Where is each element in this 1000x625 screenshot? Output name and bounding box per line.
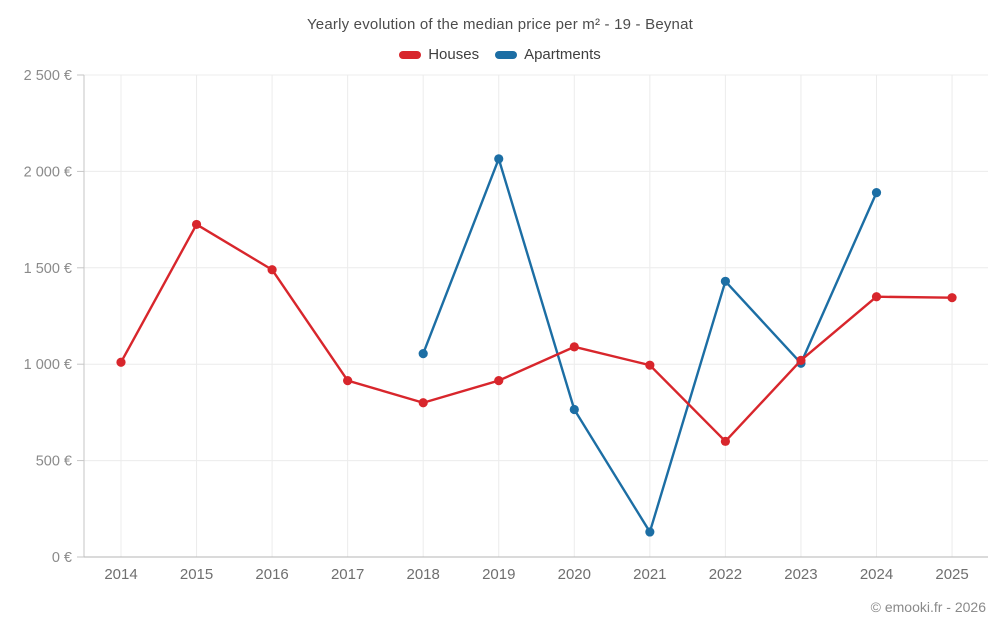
houses-legend-label: Houses [428, 46, 480, 63]
y-axis-label: 500 € [36, 454, 72, 470]
legend-item-apartments[interactable]: Apartments [495, 46, 601, 63]
x-axis-label: 2016 [255, 566, 288, 583]
houses-data-point[interactable] [116, 357, 126, 367]
houses-data-point[interactable] [191, 219, 202, 230]
copyright-note: © emooki.fr - 2026 [870, 599, 986, 615]
houses-data-point[interactable] [720, 436, 731, 446]
apartments-legend-swatch [495, 50, 518, 59]
houses-data-point[interactable] [796, 355, 806, 365]
houses-data-point[interactable] [418, 398, 428, 408]
x-axis-label: 2015 [180, 566, 213, 583]
chart-title: Yearly evolution of the median price per… [306, 16, 694, 33]
houses-legend-swatch [399, 50, 422, 59]
x-axis-label: 2021 [633, 566, 666, 583]
houses-data-point[interactable] [645, 360, 655, 370]
y-axis-label: 2 500 € [24, 68, 72, 84]
apartments-data-point[interactable] [494, 154, 504, 164]
houses-data-point[interactable] [494, 375, 504, 386]
x-axis-label: 2018 [407, 566, 440, 583]
houses-data-point[interactable] [267, 265, 277, 275]
apartments-data-point[interactable] [720, 276, 731, 286]
x-axis-label: 2022 [709, 566, 742, 583]
legend-item-houses[interactable]: Houses [399, 46, 479, 63]
apartments-data-point[interactable] [871, 188, 882, 198]
chart-legend: Houses Apartments [0, 46, 1000, 63]
apartments-legend-label: Apartments [524, 46, 601, 63]
apartments-data-point[interactable] [569, 404, 579, 415]
x-axis-label: 2023 [784, 566, 817, 583]
houses-data-point[interactable] [569, 342, 579, 352]
houses-line [119, 223, 954, 443]
y-axis-label: 1 500 € [24, 261, 72, 277]
houses-data-point[interactable] [947, 293, 957, 303]
houses-data-point[interactable] [343, 375, 353, 386]
apartments-data-point[interactable] [645, 527, 655, 537]
y-axis-label: 0 € [52, 550, 72, 566]
apartments-data-point[interactable] [418, 348, 428, 359]
x-axis-label: 2019 [482, 566, 515, 583]
y-axis-label: 1 000 € [24, 357, 72, 373]
x-axis-label: 2020 [558, 566, 591, 583]
y-axis-label: 2 000 € [24, 164, 72, 180]
x-axis-label: 2024 [860, 566, 893, 583]
x-axis-label: 2014 [104, 566, 137, 583]
x-axis-label: 2025 [935, 566, 968, 583]
houses-data-point[interactable] [871, 292, 882, 302]
x-axis-label: 2017 [331, 566, 364, 583]
